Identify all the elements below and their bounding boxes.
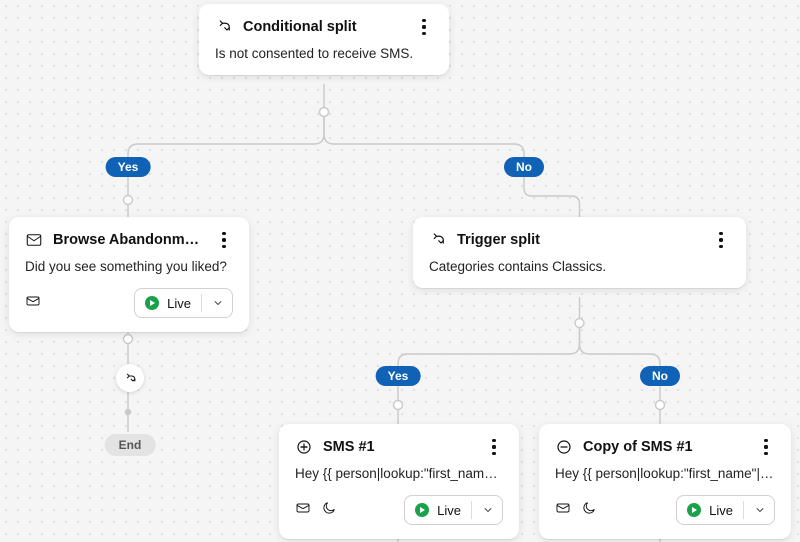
split-icon	[429, 231, 447, 249]
status-label: Live	[709, 503, 733, 518]
play-icon	[145, 296, 159, 310]
node-conditional-split[interactable]: Conditional split Is not consented to re…	[199, 4, 449, 75]
quiet-hours-icon	[321, 500, 337, 521]
node-title: SMS #1	[323, 439, 475, 455]
node-menu-button[interactable]	[485, 439, 503, 455]
node-sms-2[interactable]: Copy of SMS #1 Hey {{ person|lookup:"fir…	[539, 424, 791, 539]
mini-split-node[interactable]	[116, 364, 144, 392]
sms-icon	[555, 438, 573, 456]
node-menu-button[interactable]	[757, 439, 775, 455]
end-pill: End	[105, 434, 156, 456]
node-menu-button[interactable]	[712, 232, 730, 248]
envelope-icon	[25, 293, 41, 314]
node-title: Conditional split	[243, 19, 405, 35]
node-title: Copy of SMS #1	[583, 439, 747, 455]
node-description: Is not consented to receive SMS.	[215, 46, 433, 61]
chevron-down-icon	[212, 297, 224, 309]
node-description: Did you see something you liked?	[25, 259, 233, 274]
chevron-down-icon	[482, 504, 494, 516]
branch-pill-no: No	[504, 157, 544, 177]
play-icon	[415, 503, 429, 517]
quiet-hours-icon	[581, 500, 597, 521]
node-menu-button[interactable]	[415, 19, 433, 35]
node-menu-button[interactable]	[215, 232, 233, 248]
status-dropdown[interactable]: Live	[404, 495, 503, 525]
status-dropdown[interactable]: Live	[676, 495, 775, 525]
split-icon	[215, 18, 233, 36]
node-trigger-split[interactable]: Trigger split Categories contains Classi…	[413, 217, 746, 288]
branch-pill-no: No	[640, 366, 680, 386]
status-label: Live	[167, 296, 191, 311]
node-email[interactable]: Browse Abandonment: Email... Did you see…	[9, 217, 249, 332]
status-dropdown[interactable]: Live	[134, 288, 233, 318]
node-title: Browse Abandonment: Email...	[53, 232, 205, 248]
sms-icon	[295, 438, 313, 456]
node-description: Hey {{ person|lookup:"first_name"|defaul…	[295, 466, 503, 481]
branch-pill-yes: Yes	[106, 157, 151, 177]
chevron-down-icon	[754, 504, 766, 516]
node-description: Hey {{ person|lookup:"first_name"|defaul…	[555, 466, 775, 481]
status-label: Live	[437, 503, 461, 518]
branch-pill-yes: Yes	[376, 366, 421, 386]
envelope-icon	[25, 231, 43, 249]
envelope-icon	[555, 500, 571, 521]
play-icon	[687, 503, 701, 517]
node-sms-1[interactable]: SMS #1 Hey {{ person|lookup:"first_name"…	[279, 424, 519, 539]
envelope-icon	[295, 500, 311, 521]
node-description: Categories contains Classics.	[429, 259, 730, 274]
node-title: Trigger split	[457, 232, 702, 248]
